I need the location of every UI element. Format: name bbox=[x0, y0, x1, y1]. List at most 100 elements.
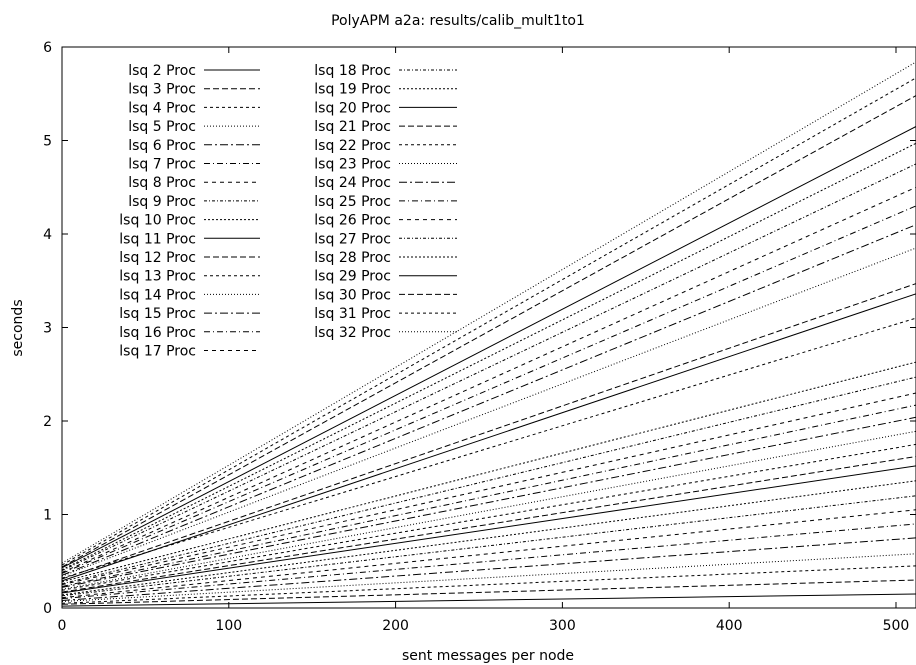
series-line-lsq-4-proc bbox=[61, 565, 916, 604]
legend-entry: lsq 15 Proc bbox=[119, 306, 260, 322]
x-tick-label: 400 bbox=[716, 618, 743, 634]
x-tick-label: 0 bbox=[58, 618, 67, 634]
series-line-lsq-27-proc bbox=[61, 163, 916, 572]
legend-entry: lsq 32 Proc bbox=[314, 325, 457, 341]
legend-label: lsq 10 Proc bbox=[119, 213, 196, 229]
series-line-lsq-30-proc bbox=[61, 95, 916, 568]
legend-entry: lsq 4 Proc bbox=[128, 100, 260, 116]
chart-title: PolyAPM a2a: results/calib_mult1to1 bbox=[331, 13, 585, 29]
legend-label: lsq 19 Proc bbox=[314, 82, 391, 98]
series-layer bbox=[61, 61, 916, 607]
legend-label: lsq 11 Proc bbox=[119, 231, 196, 247]
legend: lsq 2 Proc lsq 3 Proc lsq 4 Proc lsq 5 Proc… bbox=[119, 63, 457, 360]
series-line-lsq-17-proc bbox=[61, 392, 916, 586]
legend-entry: lsq 29 Proc bbox=[314, 269, 457, 285]
legend-entry: lsq 5 Proc bbox=[128, 119, 260, 135]
series-line-lsq-19-proc bbox=[61, 361, 916, 583]
legend-entry: lsq 17 Proc bbox=[119, 344, 260, 360]
series-line-lsq-13-proc bbox=[61, 443, 916, 591]
series-line-lsq-12-proc bbox=[61, 456, 916, 593]
series-line-lsq-20-proc bbox=[61, 293, 916, 582]
y-axis-label: seconds bbox=[10, 299, 26, 356]
series-line-lsq-25-proc bbox=[61, 205, 916, 574]
series-line-lsq-28-proc bbox=[61, 142, 916, 571]
legend-label: lsq 7 Proc bbox=[128, 157, 196, 173]
legend-label: lsq 29 Proc bbox=[314, 269, 391, 285]
y-tick-label: 0 bbox=[43, 601, 52, 617]
series-line-lsq-11-proc bbox=[61, 465, 916, 594]
legend-label: lsq 14 Proc bbox=[119, 287, 196, 303]
legend-entry: lsq 25 Proc bbox=[314, 194, 457, 210]
legend-entry: lsq 24 Proc bbox=[314, 175, 457, 191]
legend-label: lsq 2 Proc bbox=[128, 63, 196, 79]
legend-entry: lsq 20 Proc bbox=[314, 100, 457, 116]
series-line-lsq-18-proc bbox=[61, 376, 916, 585]
y-tick-label: 2 bbox=[43, 414, 52, 430]
legend-entry: lsq 11 Proc bbox=[119, 231, 260, 247]
legend-entry: lsq 28 Proc bbox=[314, 250, 457, 266]
legend-label: lsq 6 Proc bbox=[128, 138, 196, 154]
series-line-lsq-22-proc bbox=[61, 317, 916, 579]
legend-label: lsq 23 Proc bbox=[314, 157, 391, 173]
series-line-lsq-21-proc bbox=[61, 283, 916, 580]
legend-entry: lsq 27 Proc bbox=[314, 231, 457, 247]
y-tick-label: 5 bbox=[43, 134, 52, 150]
legend-entry: lsq 19 Proc bbox=[314, 82, 457, 98]
series-line-lsq-6-proc bbox=[61, 537, 916, 601]
legend-entry: lsq 26 Proc bbox=[314, 213, 457, 229]
legend-label: lsq 15 Proc bbox=[119, 306, 196, 322]
legend-label: lsq 13 Proc bbox=[119, 269, 196, 285]
y-tick-label: 4 bbox=[43, 227, 52, 243]
legend-entry: lsq 10 Proc bbox=[119, 213, 260, 229]
series-line-lsq-23-proc bbox=[61, 247, 916, 577]
legend-label: lsq 8 Proc bbox=[128, 175, 196, 191]
legend-label: lsq 16 Proc bbox=[119, 325, 196, 341]
series-line-lsq-24-proc bbox=[61, 224, 916, 576]
legend-label: lsq 21 Proc bbox=[314, 119, 391, 135]
series-line-lsq-9-proc bbox=[61, 495, 916, 597]
legend-entry: lsq 18 Proc bbox=[314, 63, 457, 79]
series-line-lsq-16-proc bbox=[61, 404, 916, 587]
series-line-lsq-3-proc bbox=[61, 579, 916, 605]
legend-label: lsq 20 Proc bbox=[314, 100, 391, 116]
series-line-lsq-2-proc bbox=[61, 593, 916, 607]
y-tick-label: 6 bbox=[43, 40, 52, 56]
series-line-lsq-8-proc bbox=[61, 509, 916, 599]
legend-entry: lsq 12 Proc bbox=[119, 250, 260, 266]
legend-label: lsq 32 Proc bbox=[314, 325, 391, 341]
series-line-lsq-10-proc bbox=[61, 480, 916, 596]
legend-label: lsq 31 Proc bbox=[314, 306, 391, 322]
legend-label: lsq 12 Proc bbox=[119, 250, 196, 266]
legend-entry: lsq 23 Proc bbox=[314, 157, 457, 173]
legend-entry: lsq 31 Proc bbox=[314, 306, 457, 322]
legend-label: lsq 4 Proc bbox=[128, 100, 196, 116]
legend-label: lsq 26 Proc bbox=[314, 213, 391, 229]
legend-entry: lsq 6 Proc bbox=[128, 138, 260, 154]
legend-label: lsq 3 Proc bbox=[128, 82, 196, 98]
legend-entry: lsq 16 Proc bbox=[119, 325, 260, 341]
legend-label: lsq 24 Proc bbox=[314, 175, 391, 191]
legend-label: lsq 17 Proc bbox=[119, 344, 196, 360]
x-tick-label: 200 bbox=[382, 618, 409, 634]
legend-entry: lsq 30 Proc bbox=[314, 287, 457, 303]
legend-entry: lsq 22 Proc bbox=[314, 138, 457, 154]
legend-label: lsq 18 Proc bbox=[314, 63, 391, 79]
x-tick-label: 300 bbox=[549, 618, 576, 634]
y-tick-label: 3 bbox=[43, 321, 52, 337]
x-axis-label: sent messages per node bbox=[402, 648, 574, 664]
series-line-lsq-31-proc bbox=[61, 77, 916, 566]
legend-label: lsq 28 Proc bbox=[314, 250, 391, 266]
legend-label: lsq 5 Proc bbox=[128, 119, 196, 135]
legend-label: lsq 22 Proc bbox=[314, 138, 391, 154]
legend-entry: lsq 7 Proc bbox=[128, 157, 260, 173]
legend-entry: lsq 3 Proc bbox=[128, 82, 260, 98]
x-tick-label: 500 bbox=[883, 618, 910, 634]
legend-entry: lsq 8 Proc bbox=[128, 175, 260, 191]
legend-entry: lsq 2 Proc bbox=[128, 63, 260, 79]
y-tick-label: 1 bbox=[43, 508, 52, 524]
legend-label: lsq 9 Proc bbox=[128, 194, 196, 210]
legend-entry: lsq 14 Proc bbox=[119, 287, 260, 303]
series-line-lsq-14-proc bbox=[61, 430, 916, 590]
legend-entry: lsq 9 Proc bbox=[128, 194, 260, 210]
legend-entry: lsq 13 Proc bbox=[119, 269, 260, 285]
